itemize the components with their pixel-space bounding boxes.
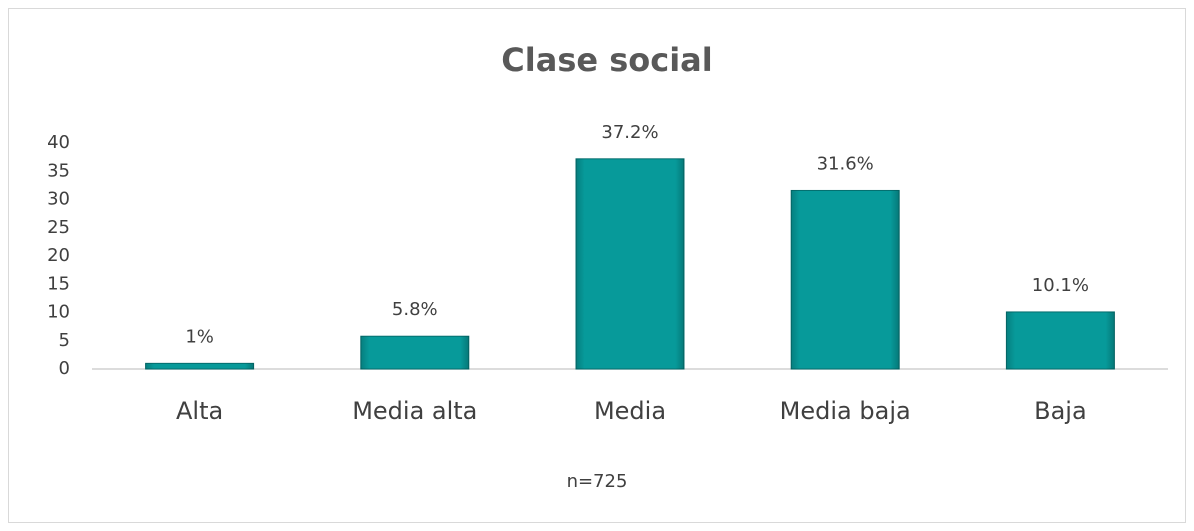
- bar: [145, 362, 255, 370]
- bar: [1005, 311, 1115, 370]
- data-label: 10.1%: [1032, 275, 1089, 296]
- data-label: 31.6%: [817, 153, 874, 174]
- y-tick-label: 35: [47, 160, 70, 181]
- y-tick-label: 5: [59, 330, 70, 351]
- x-tick-label: Media alta: [352, 397, 477, 425]
- x-tick-label: Media baja: [780, 397, 911, 425]
- note: n=725: [567, 471, 628, 492]
- y-tick-label: 30: [47, 189, 70, 210]
- bar: [575, 158, 685, 370]
- y-tick-label: 0: [59, 358, 70, 379]
- bar: [360, 335, 470, 370]
- y-tick-label: 15: [47, 273, 70, 294]
- bar: [790, 189, 900, 370]
- x-tick-label: Baja: [1034, 397, 1087, 425]
- y-tick-label: 40: [47, 132, 70, 153]
- data-label: 37.2%: [601, 122, 658, 143]
- y-tick-label: 20: [47, 245, 70, 266]
- data-label: 5.8%: [392, 299, 438, 320]
- y-tick-label: 10: [47, 302, 70, 323]
- data-label: 1%: [185, 326, 214, 347]
- x-tick-label: Alta: [176, 397, 223, 425]
- chart-title: Clase social: [501, 41, 712, 79]
- x-tick-label: Media: [594, 397, 666, 425]
- y-tick-label: 25: [47, 217, 70, 238]
